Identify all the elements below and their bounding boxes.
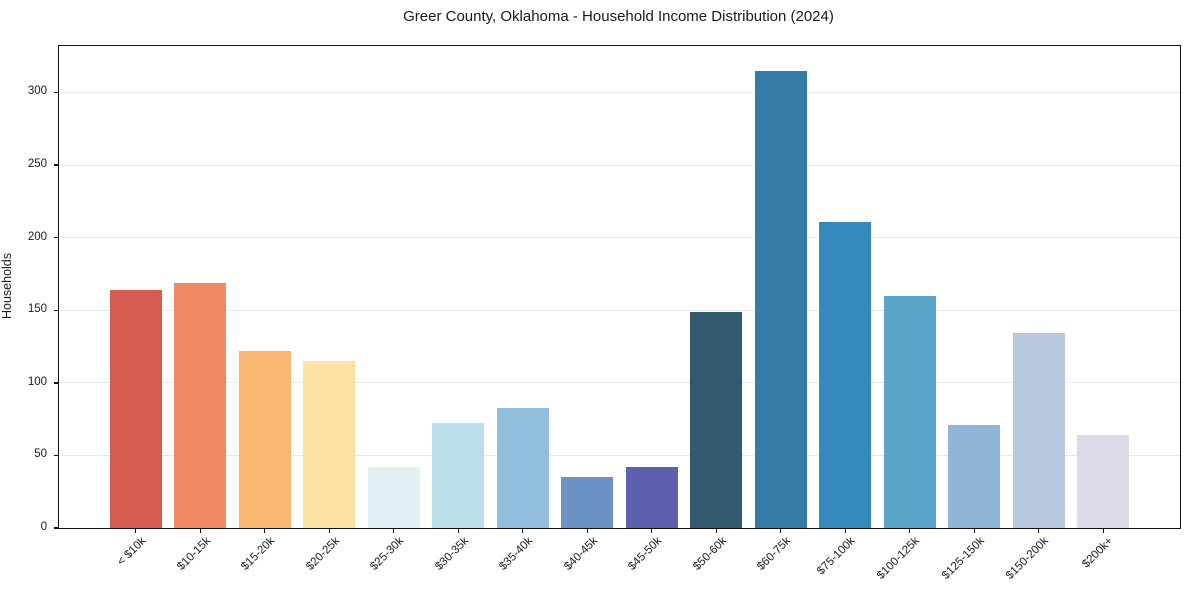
x-axis-tick-label-text: < $10k xyxy=(115,535,149,569)
x-axis-tick-label-text: $30-35k xyxy=(432,535,471,573)
x-axis-tick xyxy=(135,528,137,533)
x-axis-tick xyxy=(199,528,201,533)
gridline xyxy=(59,164,1180,166)
x-axis-tick xyxy=(328,528,330,533)
x-axis-tick xyxy=(393,528,395,533)
y-axis-tick-label: 300 xyxy=(27,85,47,98)
bar xyxy=(303,361,356,528)
x-axis-tick-label-text: $150-200k xyxy=(1004,535,1052,582)
gridline xyxy=(59,309,1180,311)
x-axis-tick-label-text: $25-30k xyxy=(368,535,407,573)
y-axis-tick xyxy=(53,382,58,384)
y-axis-tick xyxy=(53,527,58,529)
x-axis-tick-label-text: $200k+ xyxy=(1080,535,1116,571)
x-axis-tick xyxy=(715,528,717,533)
y-axis-tick-label: 200 xyxy=(27,230,47,243)
plot-area: 0 50 100 150 200 250 300 < $10k $10-15k $15-20k $2… xyxy=(28,45,1181,582)
x-axis-tick-label-text: $40-45k xyxy=(561,535,600,573)
bar xyxy=(690,311,743,528)
x-axis-tick xyxy=(973,528,975,533)
x-axis-tick xyxy=(1102,528,1104,533)
x-axis-tick-label-text: $50-60k xyxy=(690,535,729,573)
bar xyxy=(174,282,227,528)
x-axis-tick xyxy=(264,528,266,533)
x-axis-tick-label-text: $45-50k xyxy=(626,535,665,573)
bar xyxy=(625,467,678,528)
y-axis-tick-label: 250 xyxy=(27,158,47,171)
x-axis-tick xyxy=(651,528,653,533)
y-axis-tick-label: 50 xyxy=(34,448,47,461)
gridline xyxy=(59,454,1180,456)
bar xyxy=(1077,435,1130,528)
x-axis-tick xyxy=(1038,528,1040,533)
bar xyxy=(819,221,872,528)
x-axis-tick-label-text: $125-150k xyxy=(939,535,987,582)
gridline xyxy=(59,237,1180,239)
y-axis-tick xyxy=(53,236,58,239)
x-axis-tick-label-text: $75-100k xyxy=(815,535,858,578)
x-axis-tick xyxy=(909,528,911,533)
x-axis-tick xyxy=(780,528,782,533)
bar xyxy=(367,467,420,528)
bar xyxy=(432,423,485,528)
x-axis-tick xyxy=(457,528,459,533)
x-axis-tick-label-text: $10-15k xyxy=(174,535,213,573)
y-axis-tick xyxy=(53,91,58,94)
gridline xyxy=(59,382,1180,384)
y-axis-tick xyxy=(53,454,58,457)
bar xyxy=(496,407,549,528)
bar xyxy=(238,350,291,528)
bar xyxy=(109,289,162,528)
x-axis-tick-label-text: $35-40k xyxy=(497,535,536,573)
x-axis-tick xyxy=(522,528,524,533)
y-axis-tick-label: 100 xyxy=(27,375,47,388)
gridline xyxy=(59,91,1180,93)
bar xyxy=(948,424,1001,528)
bar xyxy=(883,295,936,528)
x-axis-tick-label-text: $100-125k xyxy=(875,535,923,582)
x-axis-tick xyxy=(586,528,588,533)
x-axis-tick-label-text: $15-20k xyxy=(239,535,278,573)
x-axis-tick-label-text: $60-75k xyxy=(755,535,794,573)
bar xyxy=(561,477,614,528)
y-axis-tick-label: 150 xyxy=(27,303,47,316)
bar xyxy=(754,70,807,528)
y-axis-tick xyxy=(53,309,58,311)
chart-title: Greer County, Oklahoma - Household Incom… xyxy=(403,8,834,25)
bar xyxy=(1012,333,1065,528)
y-axis-tick-label: 0 xyxy=(40,521,47,533)
x-axis-tick-label-text: $20-25k xyxy=(303,535,342,573)
x-axis-tick xyxy=(844,528,846,533)
y-axis-tick xyxy=(53,164,58,166)
